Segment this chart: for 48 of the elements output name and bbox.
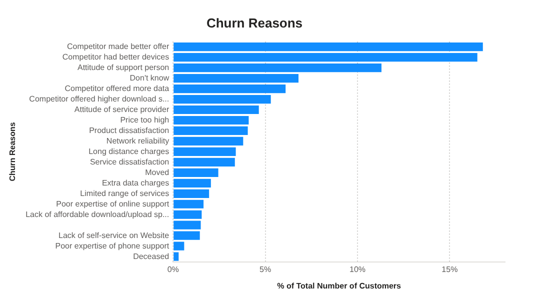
bar (174, 210, 202, 219)
bar (174, 147, 236, 156)
bar (174, 116, 249, 125)
x-tick-label: 15% (442, 264, 458, 274)
y-tick-label: Attitude of support person (77, 63, 170, 72)
bar (174, 94, 271, 104)
y-tick-label: Poor expertise of phone support (55, 241, 170, 250)
y-tick-label: Lack of affordable download/upload sp... (26, 210, 170, 219)
bar (174, 220, 201, 230)
y-tick-label: Competitor made better offer (66, 42, 170, 52)
bar (174, 189, 210, 198)
y-tick-label: Lack of self-service on Website (58, 230, 170, 240)
y-axis-title: Churn Reasons (8, 122, 18, 182)
y-tick-label: Extra data charges (102, 178, 170, 188)
y-tick-label: Limited range of services (80, 188, 170, 198)
x-axis-title: % of Total Number of Customers (277, 281, 402, 290)
bar (174, 200, 204, 208)
y-tick-label: Competitor had better devices (62, 52, 170, 62)
bar (174, 178, 211, 188)
bar (174, 126, 248, 136)
y-tick-label: Network reliability (106, 136, 170, 146)
y-tick-label: Competitor offered higher download s... (29, 94, 170, 104)
y-tick-label: Poor expertise of online support (56, 199, 170, 208)
bar (174, 42, 483, 52)
y-tick-label: Product dissatisfaction (89, 126, 170, 135)
x-tick-label: 10% (349, 264, 366, 274)
bar (174, 136, 244, 146)
bar (174, 252, 179, 261)
bar (174, 64, 382, 72)
y-tick-label: Don't know (130, 74, 170, 83)
y-tick-label: Price too high (120, 115, 170, 124)
y-tick-label: Moved (145, 168, 170, 177)
bar (174, 231, 200, 240)
x-tick-label: 0% (167, 264, 179, 274)
chart-title: Churn Reasons (206, 15, 303, 30)
bar (174, 242, 184, 250)
bar (174, 74, 298, 83)
bar (174, 168, 218, 177)
bar (174, 158, 235, 166)
y-tick-label: Long distance charges (88, 146, 170, 156)
bar (174, 53, 478, 62)
bar (174, 105, 259, 114)
bar (174, 84, 286, 94)
x-tick-label: 5% (260, 264, 272, 274)
y-tick-label: Service dissatisfaction (90, 157, 170, 166)
y-tick-label: Competitor offered more data (64, 84, 170, 93)
y-tick-label: Attitude of service provider (74, 104, 170, 114)
y-tick-label: Deceased (133, 252, 170, 261)
